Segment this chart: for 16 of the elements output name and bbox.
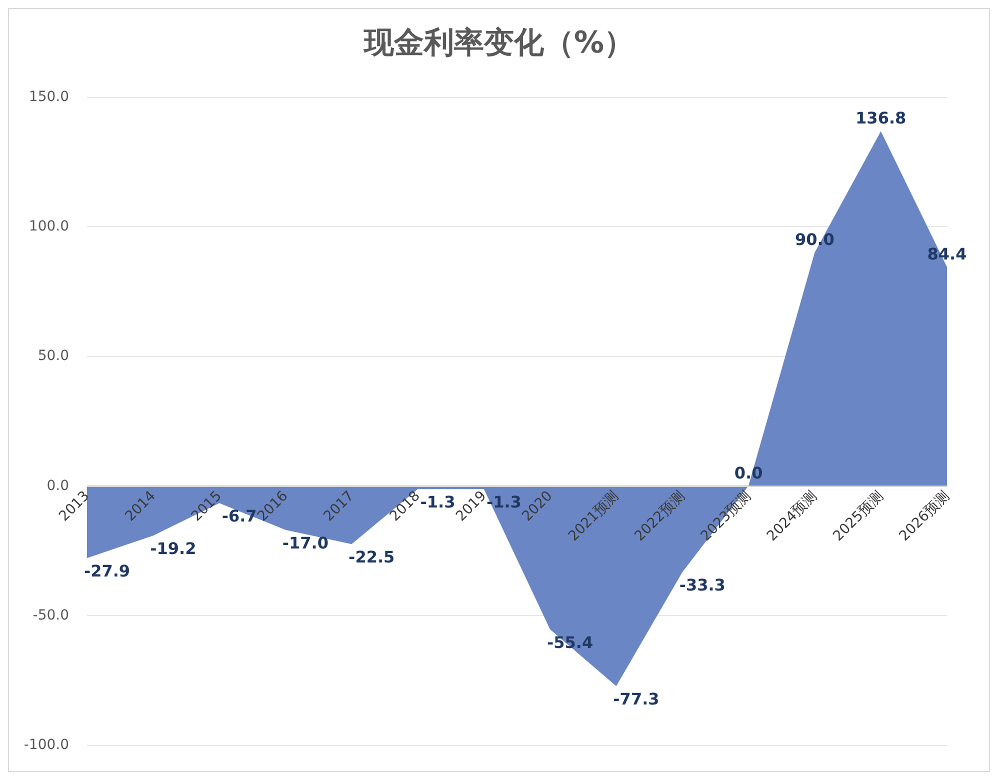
data-label: -27.9 — [84, 562, 130, 581]
chart-title: 现金利率变化（%） — [362, 26, 634, 60]
data-label: -77.3 — [613, 690, 660, 709]
y-tick-label: 50.0 — [38, 348, 69, 364]
y-tick-label: -100.0 — [24, 737, 69, 753]
y-tick-label: 150.0 — [28, 89, 69, 105]
data-label: -33.3 — [679, 576, 726, 595]
data-label: -6.7 — [222, 506, 257, 526]
data-label: -22.5 — [348, 548, 395, 567]
data-label: -19.2 — [150, 539, 196, 558]
y-tick-label: 0.0 — [46, 478, 69, 494]
data-label: -1.3 — [420, 492, 456, 512]
y-tick-label: -50.0 — [32, 607, 69, 624]
data-label: 136.8 — [856, 108, 906, 128]
data-label: -17.0 — [282, 533, 329, 552]
y-tick-label: 100.0 — [28, 218, 69, 235]
